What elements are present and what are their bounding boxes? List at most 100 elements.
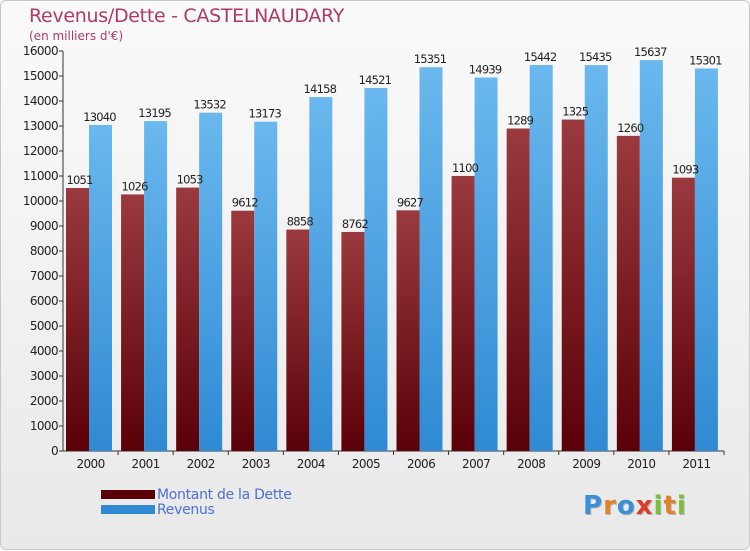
bar-dette [176,187,200,451]
data-label-dette: 1051 [66,173,93,187]
x-tick-label: 2004 [297,457,325,471]
bar-revenus [144,121,168,451]
x-tick-label: 2001 [132,457,160,471]
bar-dette [561,119,585,452]
data-label-revenus: 13195 [138,106,171,120]
y-tick-label: 0 [51,444,58,458]
legend: Montant de la Dette Revenus [101,486,292,518]
bar-revenus [199,112,223,451]
data-label-dette: 9627 [397,195,424,209]
data-label-revenus: 15435 [579,50,612,64]
data-label-dette: 8858 [287,215,314,229]
y-tick-label: 8000 [30,244,58,258]
legend-label-dette: Montant de la Dette [157,486,292,503]
data-label-revenus: 13532 [193,98,226,112]
bar-revenus [309,97,333,452]
bar-dette [341,231,365,451]
bar-dette [66,188,89,452]
y-tick-label: 12000 [23,144,58,158]
y-tick-label: 5000 [30,319,58,333]
data-label-revenus: 14521 [359,73,392,87]
x-tick-label: 2000 [76,457,104,471]
data-label-revenus: 15442 [524,50,557,64]
bar-dette [286,229,310,451]
legend-label-revenus: Revenus [157,501,215,518]
y-tick-label: 6000 [30,294,58,308]
data-label-dette: 1289 [507,114,534,128]
logo-letter: i [653,491,664,521]
y-tick-label: 13000 [23,119,58,133]
bar-revenus [474,77,498,452]
bars [66,60,718,452]
data-label-dette: 1325 [562,105,589,119]
data-labels: 1051 13040 1026 13195 1053 13532 9612 13173 8858… [66,45,723,231]
bar-dette [396,210,420,451]
data-label-dette: 1260 [617,121,644,135]
x-tick-label: 2005 [352,457,380,471]
legend-item-revenus: Revenus [101,501,292,518]
x-tick-label: 2006 [407,457,435,471]
logo-letter: x [635,491,654,521]
chart-subtitle: (en milliers d'€) [29,29,124,43]
chart-title: Revenus/Dette - CASTELNAUDARY [29,5,345,27]
y-tick-label: 16000 [23,44,58,58]
logo-letter: r [603,491,617,521]
bar-revenus [419,67,443,451]
x-tick-label: 2010 [627,457,655,471]
bar-revenus [639,60,663,451]
data-label-dette: 1026 [122,179,149,193]
bar-revenus [529,64,553,451]
data-label-revenus: 13040 [83,110,116,124]
y-tick-label: 15000 [23,69,58,83]
legend-item-dette: Montant de la Dette [101,486,292,503]
data-label-dette: 1093 [672,163,699,177]
y-tick-label: 3000 [30,369,58,383]
x-tick-label: 2002 [187,457,215,471]
y-tick-label: 7000 [30,269,58,283]
bar-revenus [694,68,718,451]
data-label-revenus: 15301 [689,53,722,67]
data-label-dette: 1053 [177,173,204,187]
y-tick-label: 4000 [30,344,58,358]
legend-swatch-revenus [101,505,155,514]
logo-letter: i [676,491,687,521]
bar-dette [121,194,145,451]
y-tick-label: 2000 [30,394,58,408]
bar-dette [506,128,530,451]
bar-dette [616,135,640,451]
x-tick-label: 2011 [682,457,710,471]
bar-dette [451,175,475,452]
logo-letter: P [583,491,604,521]
x-tick-label: 2007 [462,457,490,471]
data-label-dette: 9612 [232,196,259,210]
data-label-revenus: 15637 [634,45,667,59]
data-label-revenus: 14158 [304,82,337,96]
logo-letter: o [616,491,636,521]
data-label-revenus: 14939 [469,63,502,77]
x-tick-label: 2008 [517,457,545,471]
bar-revenus [89,125,112,451]
data-label-dette: 1100 [452,161,479,175]
y-tick-label: 9000 [30,219,58,233]
bar-revenus [364,87,388,451]
proxiti-logo: Proxiti [583,491,687,521]
legend-swatch-dette [101,490,155,499]
x-tick-label: 2003 [242,457,270,471]
bar-dette [231,210,255,451]
bar-revenus [254,121,278,452]
logo-letter: t [663,491,677,521]
y-tick-label: 10000 [23,194,58,208]
y-tick-label: 1000 [30,419,58,433]
y-axis: 0 1000 2000 3000 4000 5000 6000 7000 8000 9000 100… [23,44,64,458]
x-axis: 2000 2001 2002 2003 2004 2005 2006 2007 2008 2009… [63,450,725,471]
y-tick-label: 11000 [23,169,58,183]
data-label-revenus: 15351 [414,52,447,66]
data-label-revenus: 13173 [248,107,281,121]
bar-dette [671,177,695,452]
bar-revenus [584,65,608,451]
data-label-dette: 8762 [342,217,369,231]
y-tick-label: 14000 [23,94,58,108]
x-tick-label: 2009 [572,457,600,471]
